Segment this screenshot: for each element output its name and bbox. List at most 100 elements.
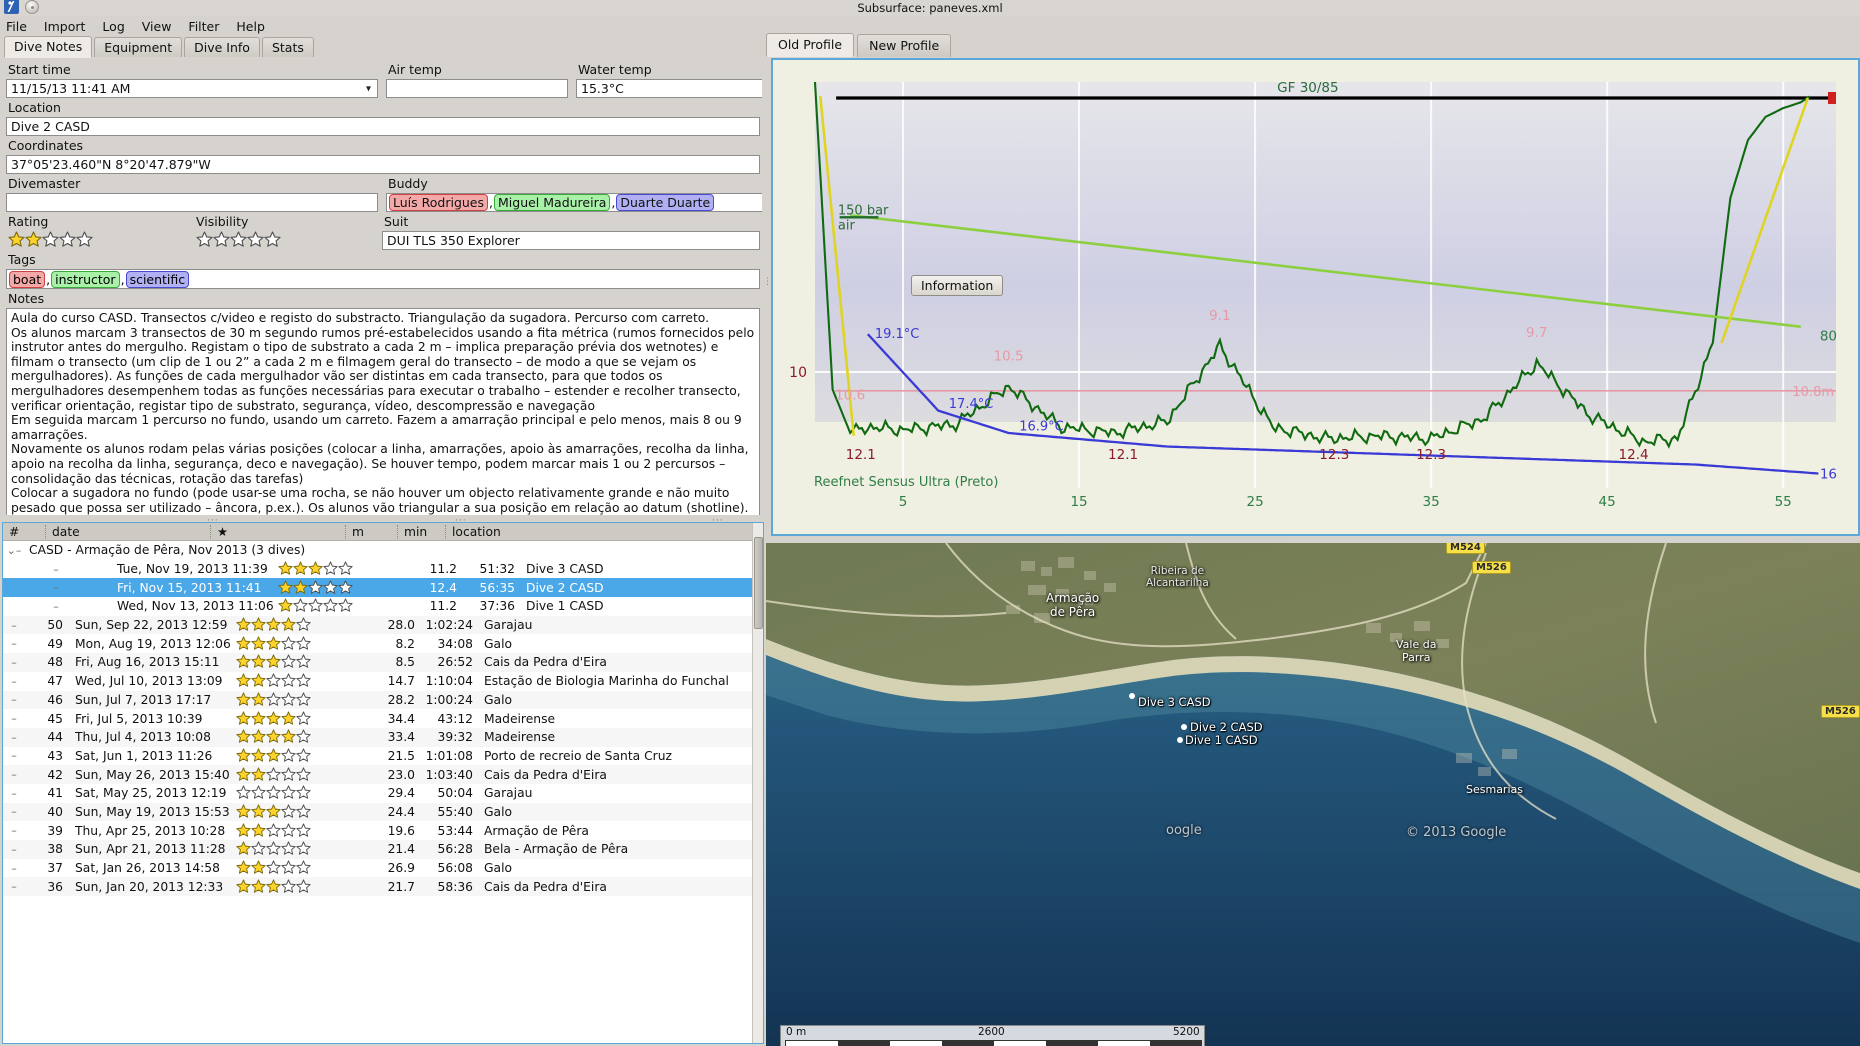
star-empty-icon: [338, 580, 353, 594]
tab-equipment[interactable]: Equipment: [94, 37, 183, 58]
horizontal-splitter[interactable]: ··· ··· ···: [0, 515, 766, 526]
row-rating-stars: [232, 692, 367, 708]
buddy-chip-2[interactable]: Miguel Madureira: [494, 194, 611, 211]
divemaster-input[interactable]: [6, 193, 378, 212]
dive-list-row[interactable]: – 48 Fri, Aug 16, 2013 15:11 8.5 26:52 Cais d…: [3, 653, 763, 672]
svg-text:150 bar: 150 bar: [838, 203, 889, 218]
scrollbar-thumb[interactable]: [754, 537, 763, 629]
tab-old-profile[interactable]: Old Profile: [766, 33, 855, 57]
dive-list-row[interactable]: – 36 Sun, Jan 20, 2013 12:33 21.7 58:36 Cais …: [3, 877, 763, 897]
tab-stats[interactable]: Stats: [261, 37, 314, 58]
star-empty-icon: [281, 804, 296, 818]
suit-input[interactable]: DUI TLS 350 Explorer: [382, 231, 760, 250]
star-filled-icon: [266, 729, 281, 743]
dive-list-row[interactable]: – Fri, Nov 15, 2013 11:41 12.4 56:35 Dive 2 …: [3, 578, 763, 598]
dive-list-group-row[interactable]: ⌄– CASD - Armação de Pêra, Nov 2013 (3 di…: [3, 541, 763, 560]
water-temp-input[interactable]: 15.3°C: [576, 79, 764, 98]
visibility-stars[interactable]: [196, 231, 374, 247]
notes-textarea[interactable]: Aula do curso CASD. Transectos c/video e…: [6, 308, 760, 532]
tree-branch-icon: –: [11, 637, 17, 651]
svg-text:12.3: 12.3: [1319, 447, 1349, 463]
star-empty-icon: [281, 879, 296, 893]
vertical-splitter[interactable]: ⋮: [762, 57, 772, 512]
tag-chip-2[interactable]: instructor: [51, 270, 120, 288]
col-header-rating[interactable]: ★: [210, 524, 345, 539]
row-dive-date: Mon, Aug 19, 2013 12:06: [75, 636, 231, 651]
svg-text:10: 10: [789, 365, 807, 381]
col-header-depth[interactable]: m: [345, 524, 397, 539]
location-input[interactable]: Dive 2 CASD: [6, 117, 760, 136]
start-time-input[interactable]: 11/15/13 11:41 AM ▾: [6, 79, 378, 98]
dive-list-row[interactable]: – 47 Wed, Jul 10, 2013 13:09 14.7 1:10:04 Est…: [3, 672, 763, 691]
dive-list-row[interactable]: – 37 Sat, Jan 26, 2013 14:58 26.9 56:08 Galo: [3, 859, 763, 878]
row-location: Bela - Armação de Pêra: [484, 842, 629, 857]
buddy-chip-3[interactable]: Duarte Duarte: [616, 194, 715, 211]
tag-chip-1[interactable]: boat: [9, 270, 46, 288]
map-marker-dive2[interactable]: Dive 2 CASD: [1190, 720, 1263, 734]
dive-list-row[interactable]: – 43 Sat, Jun 1, 2013 11:26 21.5 1:01:08 Port…: [3, 747, 763, 766]
tab-dive-info[interactable]: Dive Info: [184, 37, 260, 58]
row-dive-date: Fri, Jul 5, 2013 10:39: [75, 711, 203, 726]
row-rating-stars: [232, 636, 367, 652]
row-max-depth: 8.5: [395, 655, 415, 670]
row-rating-stars: [232, 729, 367, 745]
menu-view[interactable]: View: [141, 19, 172, 34]
dive-list-row[interactable]: – 40 Sun, May 19, 2013 15:53 24.4 55:40 Galo: [3, 802, 763, 822]
svg-text:12.3: 12.3: [1416, 447, 1446, 463]
tree-branch-icon: –: [53, 581, 59, 595]
col-header-duration[interactable]: min: [397, 524, 445, 539]
col-header-location[interactable]: location: [445, 524, 763, 539]
tab-dive-notes[interactable]: Dive Notes: [4, 36, 93, 58]
star-filled-icon: [278, 598, 293, 613]
tag-chip-3[interactable]: scientific: [125, 270, 190, 288]
tags-input[interactable]: boat , instructor , scientific: [6, 269, 760, 289]
map-marker-dive1[interactable]: Dive 1 CASD: [1185, 733, 1258, 747]
row-stars-group: [236, 804, 363, 818]
dive-list-row[interactable]: – 45 Fri, Jul 5, 2013 10:39 34.4 43:12 Madeir…: [3, 709, 763, 728]
dive-list-row[interactable]: – Wed, Nov 13, 2013 11:06 11.2 37:36 Dive 1 …: [3, 597, 763, 616]
dive-list-row[interactable]: – 42 Sun, May 26, 2013 15:40 23.0 1:03:40 Cai…: [3, 765, 763, 784]
expand-collapse-icon[interactable]: ⌄–: [6, 543, 22, 557]
dive-site-map[interactable]: Armação de Pêra Ribeira de Alcantarilha Va…: [766, 543, 1860, 1046]
air-temp-input[interactable]: [386, 79, 568, 98]
splitter-dots-2: ···: [455, 516, 467, 526]
dive-list-row[interactable]: – 44 Thu, Jul 4, 2013 10:08 33.4 39:32 Madeir…: [3, 727, 763, 747]
dive-list-row[interactable]: – 46 Sun, Jul 7, 2013 17:17 28.2 1:00:24 Galo: [3, 690, 763, 710]
menu-file[interactable]: File: [6, 19, 27, 34]
star-empty-icon: [296, 823, 311, 837]
information-button[interactable]: Information: [911, 275, 1004, 296]
map-marker-dive3[interactable]: Dive 3 CASD: [1138, 695, 1211, 709]
tree-branch-icon: –: [11, 824, 17, 838]
row-duration: 34:08: [437, 636, 473, 651]
dive-list-row[interactable]: – 38 Sun, Apr 21, 2013 11:28 21.4 56:28 Bela …: [3, 840, 763, 859]
tab-new-profile[interactable]: New Profile: [857, 34, 952, 57]
buddy-input[interactable]: Luís Rodrigues , Miguel Madureira , Duar…: [386, 193, 764, 212]
dive-list-row[interactable]: – 49 Mon, Aug 19, 2013 12:06 8.2 34:08 Galo: [3, 634, 763, 653]
menu-filter[interactable]: Filter: [188, 19, 220, 34]
svg-text:80: 80: [1820, 329, 1837, 345]
col-header-number[interactable]: #: [9, 524, 20, 539]
dive-list-row[interactable]: – 41 Sat, May 25, 2013 12:19 29.4 50:04 Garaj…: [3, 784, 763, 803]
menu-help[interactable]: Help: [236, 19, 265, 34]
row-dive-number: 45: [47, 711, 63, 726]
right-pane: Old Profile New Profile GF 30/85 150 bar a…: [766, 33, 1860, 1046]
rating-stars[interactable]: [8, 231, 186, 247]
menu-log[interactable]: Log: [102, 19, 125, 34]
splitter-dots-1: ···: [207, 516, 219, 526]
dive-list-scrollbar[interactable]: [752, 523, 763, 1043]
row-stars-group: [278, 561, 405, 575]
row-dive-number: 44: [47, 730, 63, 745]
row-dive-date: Sun, Jan 20, 2013 12:33: [75, 879, 224, 894]
chevron-down-icon[interactable]: ▾: [365, 83, 371, 94]
row-location: Armação de Pêra: [484, 823, 589, 838]
coordinates-input[interactable]: 37°05'23.460"N 8°20'47.879"W: [6, 155, 760, 174]
dive-list-row[interactable]: – 50 Sun, Sep 22, 2013 12:59 28.0 1:02:24 Gar…: [3, 615, 763, 635]
menu-import[interactable]: Import: [43, 19, 86, 34]
row-max-depth: 8.2: [395, 636, 415, 651]
col-header-date[interactable]: date: [45, 524, 210, 539]
dive-list-row[interactable]: – 39 Thu, Apr 25, 2013 10:28 19.6 53:44 Armaç…: [3, 821, 763, 840]
dive-list-row[interactable]: – Tue, Nov 19, 2013 11:39 11.2 51:32 Dive 3 …: [3, 560, 763, 579]
buddy-chip-1[interactable]: Luís Rodrigues: [389, 194, 489, 211]
tag-sep-2: ,: [120, 271, 125, 287]
